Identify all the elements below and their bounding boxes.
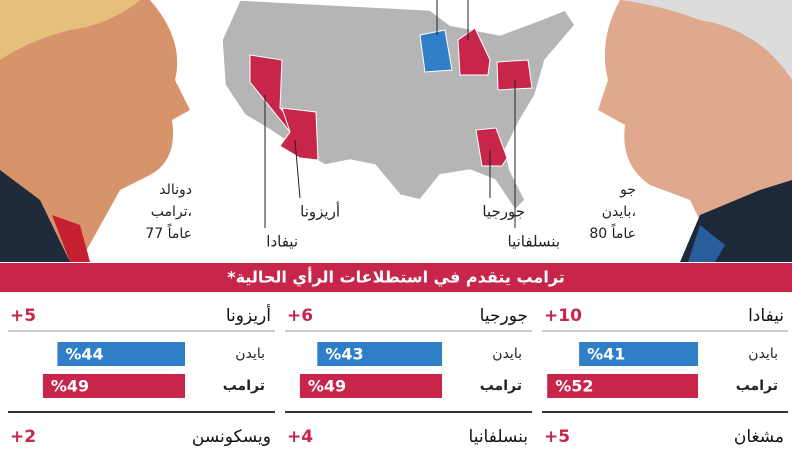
leader-caption: ترامب، (151, 204, 192, 220)
state-name: نيفادا (748, 306, 784, 326)
us-map (221, 0, 576, 228)
leader-caption: 77 عاماً (145, 223, 192, 242)
leader-caption: دونالد (159, 182, 192, 198)
candidate-label: ترامب (480, 378, 522, 394)
trump-portrait (0, 0, 190, 262)
poll-bar (579, 342, 698, 366)
poll-bar (57, 342, 185, 366)
state-lead: +4 (287, 427, 313, 446)
map-label: جورجيا (482, 203, 525, 221)
state-name: ويسكونسن (192, 427, 271, 446)
state-lead: +5 (10, 306, 36, 326)
bar-label: %49 (51, 377, 89, 396)
candidate-label: بايدن (235, 346, 265, 362)
biden-portrait (598, 0, 792, 262)
bar-label: %52 (555, 377, 593, 396)
map-label: أريزونا (300, 202, 340, 221)
bar-label: %41 (587, 345, 625, 364)
state-name: جورجيا (480, 306, 528, 326)
bar-label: %49 (308, 377, 346, 396)
bar-label: %43 (325, 345, 363, 364)
state-lead: +6 (287, 306, 313, 326)
candidate-label: ترامب (223, 378, 265, 394)
state-name: بنسلفانيا (469, 427, 528, 446)
state-lead: +5 (544, 427, 570, 446)
state-name: مشغان (734, 427, 784, 446)
leader-caption: 80 عاماً (589, 223, 636, 242)
map-label: بنسلفانيا (508, 233, 560, 251)
bar-label: %44 (65, 345, 103, 364)
map-label: نيفادا (266, 233, 298, 251)
candidate-label: بايدن (748, 346, 778, 362)
state-lead: +2 (10, 427, 36, 446)
leader-caption: بايدن، (602, 204, 636, 220)
leader-caption: جو (619, 182, 636, 198)
poll-bar (317, 342, 442, 366)
poll-bar (547, 374, 698, 398)
poll-bar (299, 374, 442, 398)
poll-bar (42, 374, 186, 398)
state-name: أريزونا (226, 304, 271, 326)
candidate-label: ترامب (736, 378, 778, 394)
state-lead: +10 (544, 306, 582, 326)
candidate-label: بايدن (492, 346, 522, 362)
banner-title: ترامب يتقدم في استطلاعات الرأي الحالية* (227, 267, 565, 288)
banner (0, 263, 792, 292)
